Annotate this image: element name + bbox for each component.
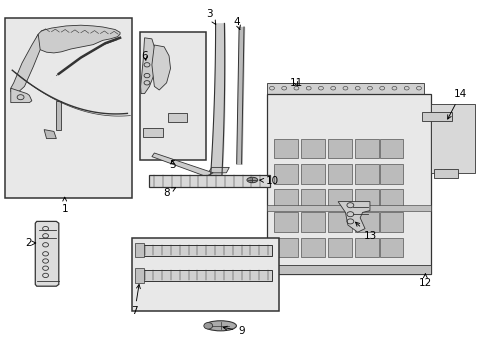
Polygon shape (44, 130, 56, 139)
Bar (301, 139, 325, 158)
Bar (140, 245, 272, 256)
Text: 14: 14 (448, 89, 467, 119)
Bar (328, 164, 352, 184)
Text: 6: 6 (142, 51, 148, 61)
Bar (267, 83, 424, 94)
Bar (274, 139, 298, 158)
Bar (143, 128, 163, 137)
Text: 10: 10 (260, 176, 279, 186)
Polygon shape (11, 34, 40, 92)
Ellipse shape (205, 321, 237, 331)
Bar (355, 238, 379, 257)
Bar (274, 212, 298, 232)
Bar (380, 189, 403, 209)
Polygon shape (208, 167, 229, 173)
Bar (380, 238, 403, 257)
Bar (267, 205, 431, 211)
Bar (355, 139, 379, 158)
Polygon shape (141, 38, 157, 94)
Text: 11: 11 (289, 78, 303, 88)
Text: 1: 1 (61, 197, 68, 214)
Bar (135, 243, 144, 257)
Text: 4: 4 (234, 17, 241, 30)
Bar (140, 32, 206, 160)
Bar (422, 112, 452, 121)
Polygon shape (56, 101, 61, 130)
Bar (328, 212, 352, 232)
Polygon shape (11, 88, 32, 103)
Text: 7: 7 (131, 284, 140, 316)
Bar (431, 104, 475, 173)
Bar (301, 238, 325, 257)
Bar (380, 212, 403, 232)
Bar (274, 189, 298, 209)
Text: 2: 2 (25, 238, 36, 248)
Bar (267, 265, 431, 274)
Polygon shape (35, 221, 59, 286)
Polygon shape (152, 153, 213, 176)
Bar (355, 164, 379, 184)
Bar (140, 270, 272, 281)
Text: 8: 8 (163, 188, 175, 198)
Bar (301, 189, 325, 209)
Bar (135, 268, 144, 283)
Bar (267, 94, 431, 274)
Text: 3: 3 (206, 9, 216, 25)
Bar (355, 212, 379, 232)
Bar (301, 164, 325, 184)
Bar (301, 212, 325, 232)
Bar (274, 164, 298, 184)
Ellipse shape (204, 323, 213, 329)
Bar (380, 164, 403, 184)
Polygon shape (338, 202, 370, 232)
Bar (328, 139, 352, 158)
Text: 12: 12 (418, 274, 432, 288)
Bar (355, 189, 379, 209)
Text: 5: 5 (169, 159, 176, 170)
Polygon shape (152, 45, 171, 90)
Bar (328, 238, 352, 257)
Bar (380, 139, 403, 158)
Polygon shape (35, 25, 120, 53)
Bar (149, 175, 270, 187)
Bar (168, 113, 187, 122)
Ellipse shape (247, 177, 258, 183)
Bar (328, 189, 352, 209)
Text: 9: 9 (223, 326, 245, 336)
Bar (5, 18, 132, 198)
Bar (274, 238, 298, 257)
Bar (434, 169, 458, 178)
Bar (132, 238, 279, 311)
Text: 13: 13 (356, 222, 377, 241)
